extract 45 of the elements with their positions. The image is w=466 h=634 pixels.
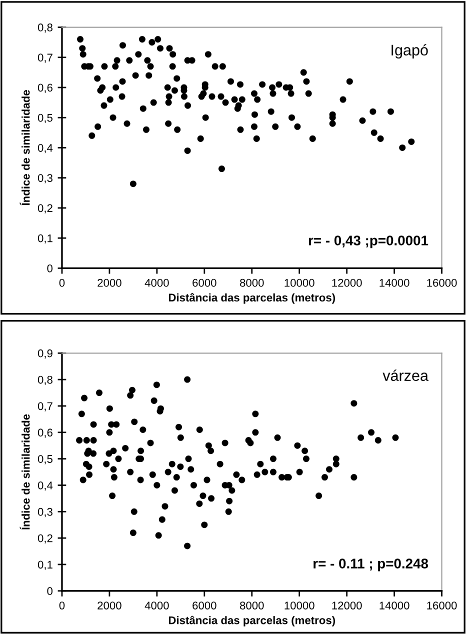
y-axis-title: Índice de similaridade <box>20 414 30 530</box>
y-tick-label: 0,2 <box>38 534 52 544</box>
x-tick-label: 10000 <box>284 278 314 287</box>
y-tick-label: 0,3 <box>38 174 52 184</box>
x-tick-label: 16000 <box>427 278 457 287</box>
x-tick-label: 8000 <box>240 602 264 610</box>
x-axis-title: Distância das parcelas (metros) <box>168 616 336 626</box>
x-tick-label: 16000 <box>427 602 457 610</box>
x-tick-label: 4000 <box>144 602 169 610</box>
x-tick-label: 14000 <box>380 602 410 610</box>
y-tick-label: 0,5 <box>38 114 52 124</box>
x-axis-title: Distância das parcelas (metros) <box>168 293 336 304</box>
y-tick-label: 0,7 <box>38 54 52 63</box>
x-tick-label: 6000 <box>192 278 216 287</box>
x-tick-label: 6000 <box>192 602 216 610</box>
x-tick-label: 4000 <box>144 278 169 287</box>
y-tick-label: 0,9 <box>38 349 52 359</box>
y-tick-label: 0,4 <box>38 481 53 491</box>
y-tick-label: 0 <box>47 587 53 596</box>
x-tick-label: 2000 <box>98 278 122 287</box>
y-axis-title: Índice de similaridade <box>20 90 30 206</box>
annotation: r= - 0.11 ; p=0.248 <box>314 558 428 572</box>
y-tick-label: 0,6 <box>38 428 52 438</box>
x-tick-label: 14000 <box>380 278 410 287</box>
x-tick-label: 10000 <box>284 602 314 610</box>
y-tick-label: 0,5 <box>38 455 52 464</box>
annotation: Igapó <box>392 44 428 59</box>
x-tick-label: 12000 <box>332 602 362 610</box>
y-tick-label: 0,4 <box>38 144 53 154</box>
x-tick-label: 12000 <box>332 278 362 287</box>
y-tick-label: 0,2 <box>38 204 52 214</box>
x-tick-label: 8000 <box>240 278 264 287</box>
annotation: r= - 0,43 ;p=0.0001 <box>308 236 428 248</box>
x-tick-label: 0 <box>59 278 65 287</box>
y-tick-label: 0,8 <box>38 24 52 33</box>
y-tick-label: 0,1 <box>38 234 52 244</box>
y-tick-label: 0,3 <box>38 508 52 518</box>
y-tick-label: 0,6 <box>38 84 52 93</box>
x-tick-label: 0 <box>59 602 65 610</box>
y-tick-label: 0,7 <box>38 402 52 412</box>
x-tick-label: 2000 <box>98 602 122 610</box>
y-tick-label: 0,8 <box>38 376 52 386</box>
y-tick-label: 0,1 <box>38 560 52 570</box>
y-tick-label: 0 <box>47 264 53 272</box>
annotation: várzea <box>382 370 428 382</box>
